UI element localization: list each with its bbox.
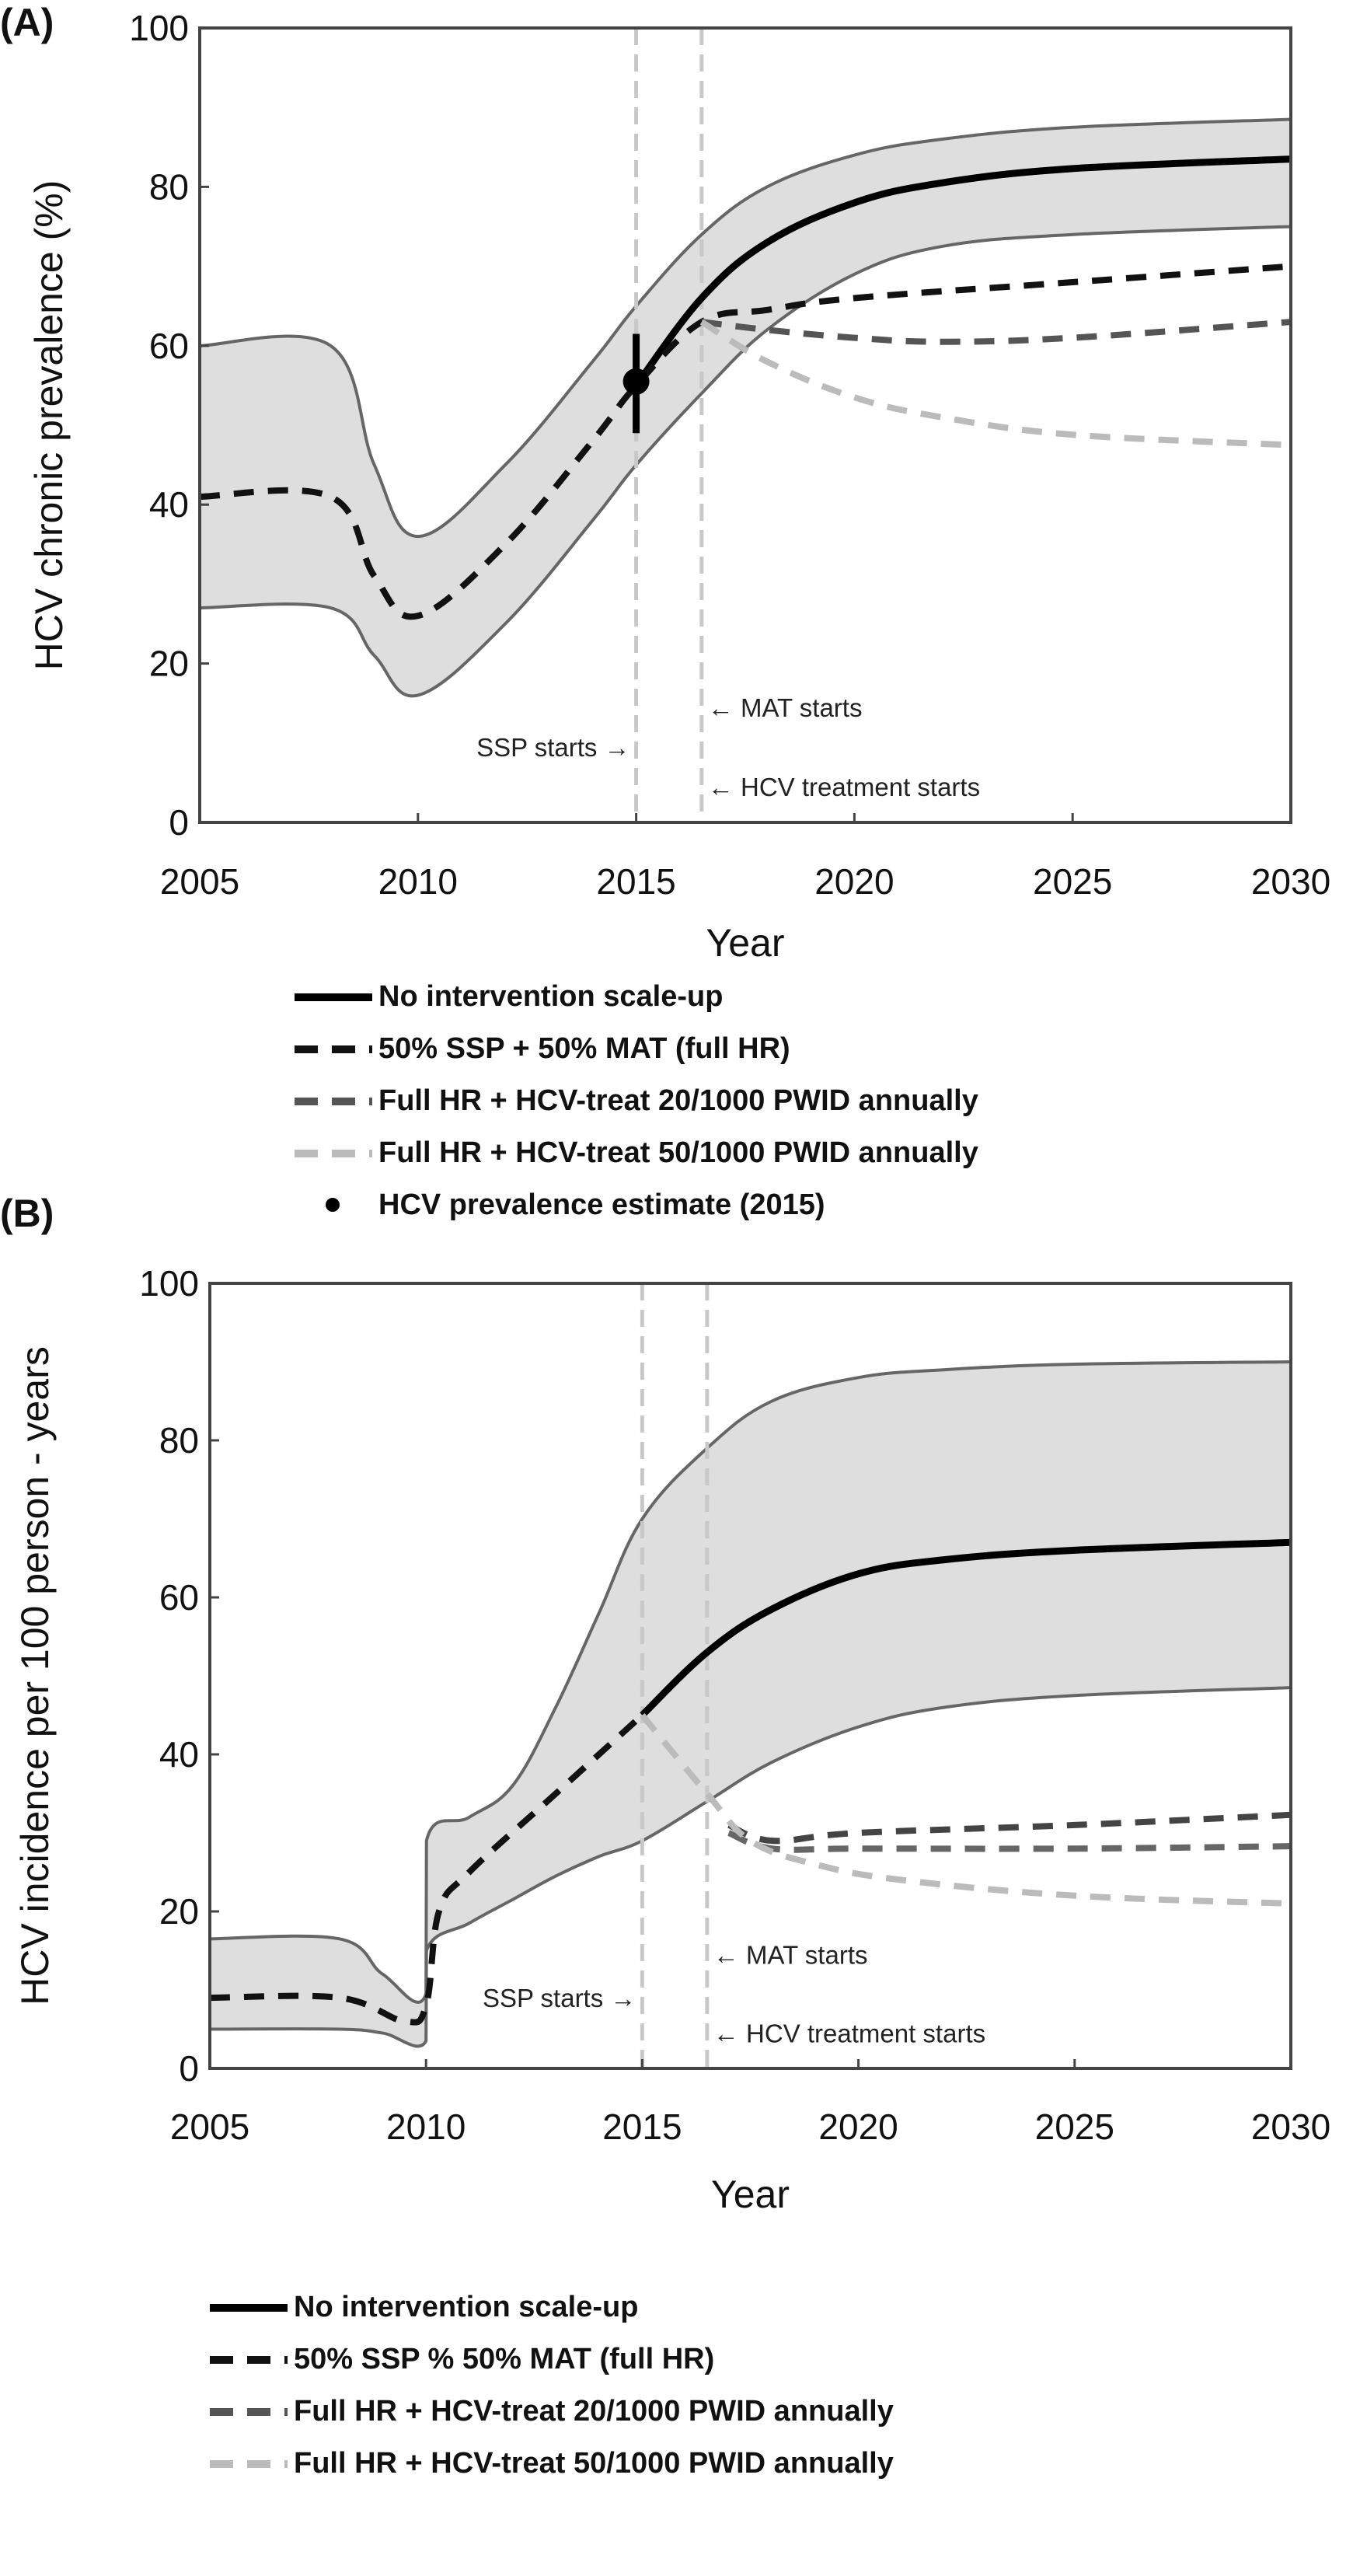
legend-item: Full HR + HCV-treat 20/1000 PWID annuall… [295,1075,978,1127]
estimate-point [622,368,650,395]
legend-label: Full HR + HCV-treat 50/1000 PWID annuall… [294,2447,894,2480]
legend-line-sample [210,2459,288,2468]
legend-label: No intervention scale-up [294,2291,639,2323]
y-tick-label: 0 [179,2048,199,2089]
annotation-2: ← HCV treatment starts [713,2019,985,2048]
series-line-2 [727,1811,1292,1845]
x-axis-title: Year [706,921,784,965]
x-tick-label: 2015 [596,861,675,902]
panel-b-label: (B) [0,1192,54,1235]
legend-label: Full HR + HCV-treat 20/1000 PWID annuall… [294,2395,894,2428]
y-tick-label: 60 [159,1577,199,1618]
legend-item: No intervention scale-up [295,971,978,1023]
series-line-2 [701,319,1292,345]
series-line-1 [209,1712,645,2026]
y-tick-label: 40 [149,484,189,525]
y-tick-label: 100 [139,1263,199,1304]
legend-label: Full HR + HCV-treat 20/1000 PWID annuall… [378,1084,978,1117]
legend-item: Full HR + HCV-treat 50/1000 PWID annuall… [210,2438,894,2490]
annotation-0: SSP starts → [483,1984,636,2012]
series-line-1 [199,263,1292,620]
legend-line-sample [210,2355,288,2364]
x-tick-label: 2030 [1251,2107,1330,2147]
y-tick-label: 60 [149,326,189,366]
band-upper-edge [209,1360,1292,2004]
legend-line-sample [295,1045,372,1053]
annotation-0: SSP starts → [476,733,629,762]
x-tick-label: 2015 [602,2107,682,2147]
x-tick-label: 2005 [170,2107,249,2147]
y-tick-label: 100 [129,8,189,48]
uncertainty-band [210,1362,1291,2047]
x-axis-title: Year [711,2173,790,2216]
series-line-0 [640,1538,1292,1718]
annotation-1: ← MAT starts [713,1941,868,1970]
legend-item: 50% SSP % 50% MAT (full HR) [210,2333,894,2386]
legend-b: No intervention scale-up 50% SSP % 50% MA… [210,2281,894,2490]
x-tick-label: 2030 [1251,861,1330,902]
annotation-1: ← MAT starts [708,693,863,722]
legend-label: 50% SSP % 50% MAT (full HR) [294,2343,715,2375]
annotation-2: ← HCV treatment starts [708,773,980,801]
legend-line-sample [295,993,372,1001]
panel-a-plot: SSP starts → ← MAT starts ← HCV treatment … [27,8,1330,965]
legend-item: No intervention scale-up [210,2281,894,2333]
y-tick-label: 20 [149,644,189,684]
legend-item: Full HR + HCV-treat 20/1000 PWID annuall… [210,2386,894,2438]
legend-item: HCV prevalence estimate (2015) [295,1179,978,1231]
band-lower-edge [199,225,1292,698]
legend-point-sample [295,1197,372,1213]
x-tick-label: 2020 [818,2107,898,2147]
band-lower-edge [209,1686,1292,2048]
x-tick-label: 2010 [378,861,458,902]
legend-a: No intervention scale-up 50% SSP + 50% MA… [295,971,978,1231]
x-tick-label: 2005 [160,861,239,902]
legend-item: Full HR + HCV-treat 50/1000 PWID annuall… [295,1127,978,1179]
legend-label: No intervention scale-up [378,980,724,1013]
legend-line-sample [295,1097,372,1105]
uncertainty-band [200,119,1291,696]
y-axis-title: HCV chronic prevalence (%) [27,180,71,671]
y-tick-label: 20 [159,1891,199,1932]
legend-label: HCV prevalence estimate (2015) [378,1189,825,1221]
y-axis-title: HCV incidence per 100 person - years [13,1346,57,2005]
panel-a-label: (A) [0,1,54,44]
y-tick-label: 0 [169,802,189,843]
y-tick-label: 40 [159,1734,199,1775]
x-tick-label: 2020 [814,861,894,902]
axes-frame [198,26,1292,824]
x-tick-label: 2025 [1035,2107,1114,2147]
y-tick-label: 80 [159,1420,199,1461]
legend-line-sample [210,2407,288,2416]
y-tick-label: 80 [149,166,189,207]
axes-frame [208,1282,1292,2070]
legend-item: 50% SSP + 50% MAT (full HR) [295,1023,978,1075]
legend-line-sample [295,1149,372,1157]
series-line-0 [633,155,1292,388]
legend-label: 50% SSP + 50% MAT (full HR) [378,1032,790,1065]
x-tick-label: 2025 [1033,861,1112,902]
panel-b-plot: SSP starts → ← MAT starts ← HCV treatment … [13,1263,1330,2216]
series-line-3 [699,319,1292,449]
legend-label: Full HR + HCV-treat 50/1000 PWID annuall… [378,1136,978,1169]
legend-line-sample [210,2303,288,2312]
x-tick-label: 2010 [386,2107,466,2147]
